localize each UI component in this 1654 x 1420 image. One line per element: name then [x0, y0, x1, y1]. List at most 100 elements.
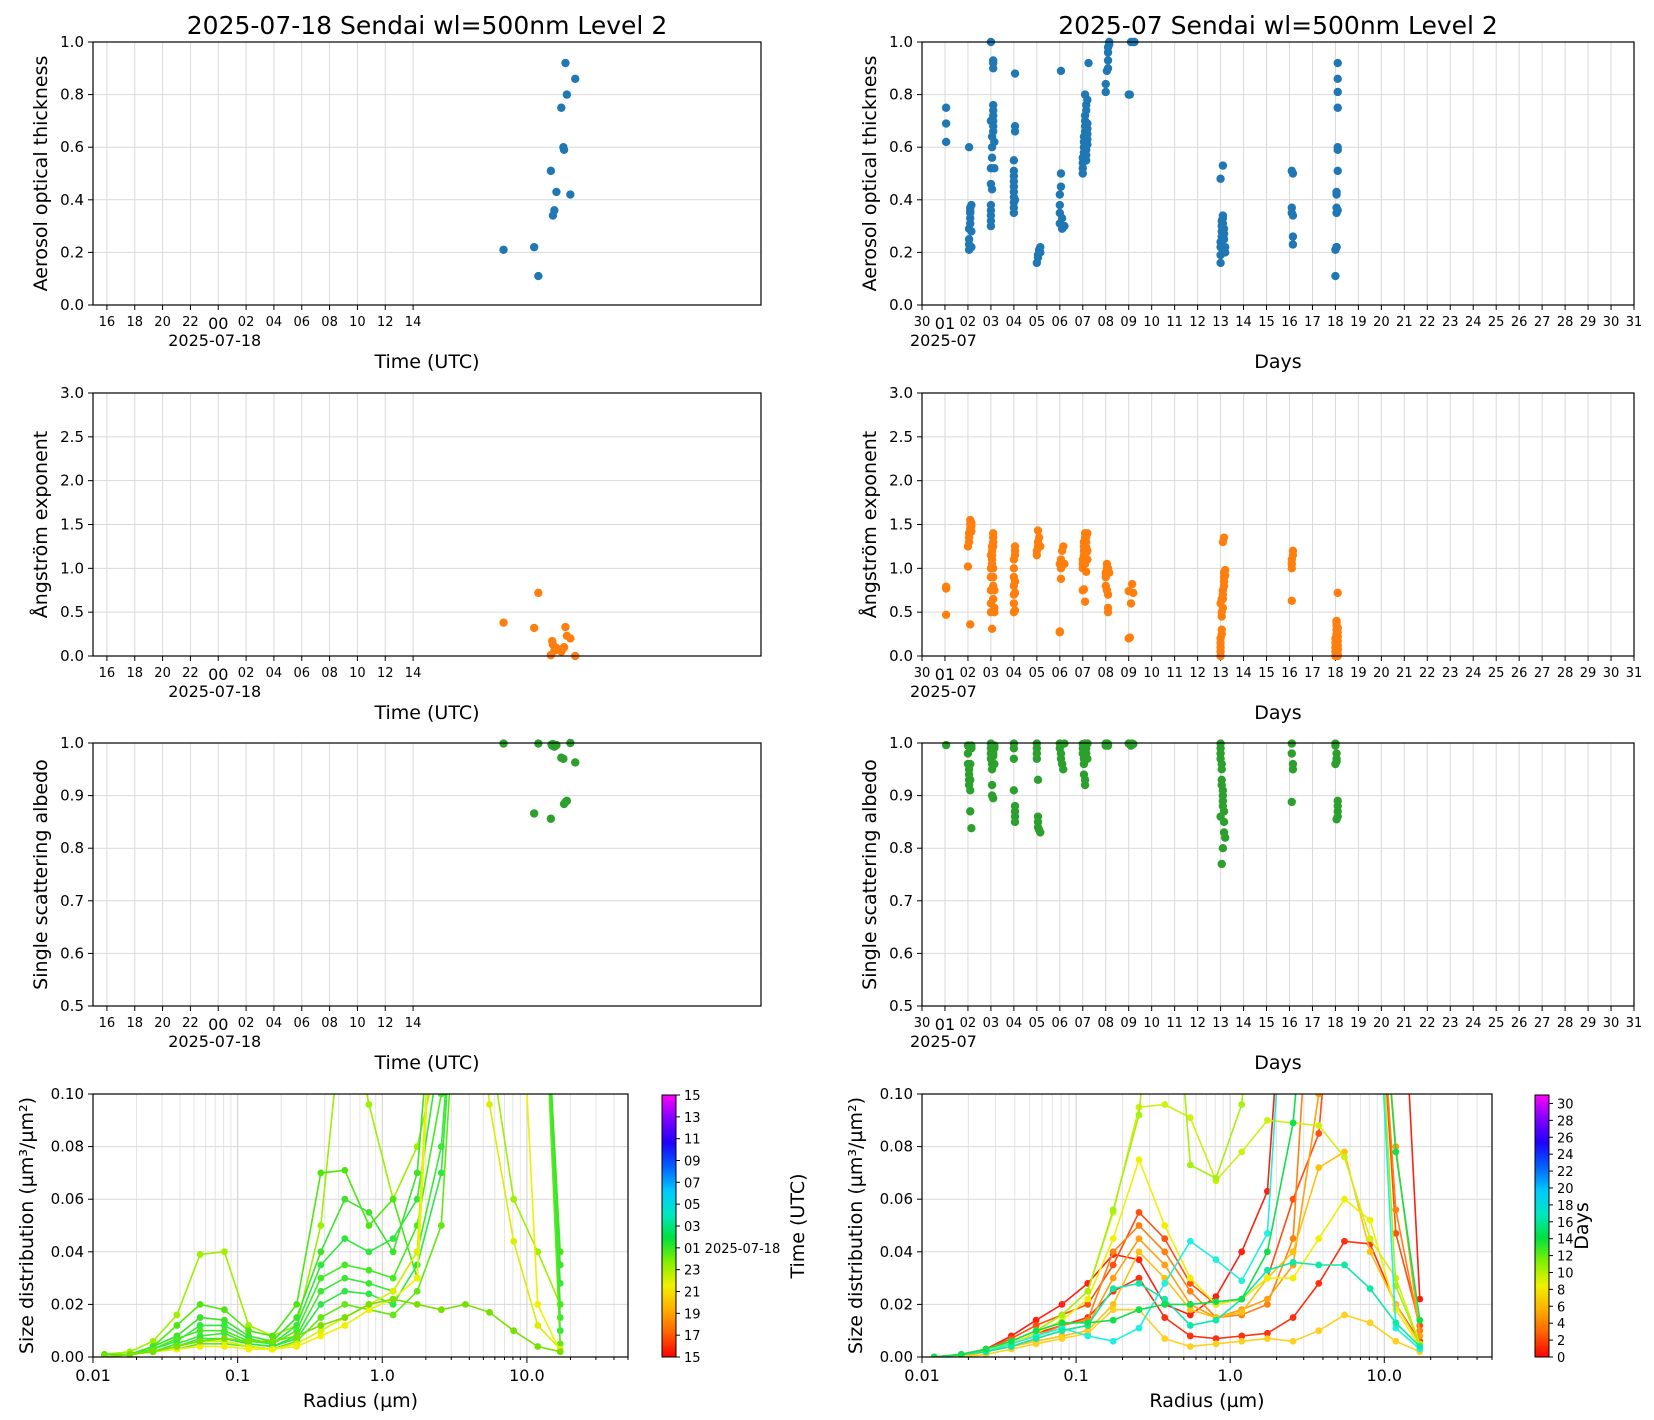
- data-point: [1103, 590, 1113, 599]
- x-tick-label: 28: [1557, 666, 1574, 681]
- y-tick-label: 0.00: [880, 1348, 913, 1366]
- series-point: [413, 1248, 421, 1256]
- colorbar-tick-label: 18: [1557, 1199, 1574, 1214]
- series-point: [317, 1314, 325, 1321]
- series-point: [1135, 1324, 1143, 1332]
- series-point: [1238, 1308, 1246, 1316]
- x-tick-label: 01: [935, 665, 955, 684]
- data-point: [561, 622, 570, 632]
- series-line: [104, 1094, 561, 1357]
- data-point: [989, 542, 998, 551]
- data-point: [1220, 571, 1230, 580]
- size-series: [101, 1094, 564, 1357]
- series-point: [437, 1306, 445, 1314]
- data-point: [989, 572, 998, 582]
- y-tick-label: 0.4: [60, 191, 84, 209]
- y-axis-label: Ångström exponent: [858, 431, 881, 619]
- x-tick-label: 04: [266, 666, 283, 681]
- data-point: [1287, 749, 1296, 758]
- series-point: [556, 1348, 564, 1356]
- data-point: [1101, 87, 1110, 97]
- data-points: [499, 738, 580, 823]
- data-point: [1218, 161, 1228, 170]
- series-point: [389, 1195, 397, 1203]
- data-point: [967, 518, 976, 527]
- x-tick-label: 06: [1052, 1016, 1069, 1031]
- x-tick-label: 07: [1075, 315, 1092, 330]
- data-point: [546, 166, 556, 176]
- series-point: [1341, 1148, 1348, 1156]
- colorbar-tick-label: 21: [684, 1286, 701, 1301]
- data-point: [989, 100, 998, 110]
- colorbar-tick-label: 14: [1557, 1233, 1574, 1248]
- x-tick-label: 31: [1626, 666, 1643, 681]
- series-point: [437, 1094, 445, 1098]
- x-tick-label: 08: [321, 666, 338, 681]
- y-tick-label: 1.5: [60, 516, 84, 534]
- data-point: [529, 809, 539, 818]
- series-point: [1032, 1316, 1040, 1324]
- date-label: 2025-07: [910, 331, 977, 350]
- data-point: [1103, 56, 1113, 65]
- x-tick-label: 02: [960, 666, 977, 681]
- y-tick-label: 0.5: [889, 997, 913, 1015]
- series-point: [1416, 1343, 1424, 1350]
- series-point: [1212, 1256, 1220, 1264]
- size-series: [930, 1094, 1424, 1357]
- y-axis-label: Aerosol optical thickness: [859, 56, 881, 292]
- series-point: [1186, 1332, 1194, 1340]
- series-point: [173, 1322, 181, 1329]
- series-point: [341, 1301, 349, 1308]
- series-point: [1238, 1337, 1246, 1345]
- series-point: [220, 1329, 228, 1337]
- y-axis-label: Ångström exponent: [29, 431, 52, 619]
- x-tick-label: 16: [99, 1016, 116, 1031]
- series-point: [1289, 1235, 1297, 1243]
- x-tick-label: 22: [1419, 666, 1436, 681]
- x-tick-label: 18: [1327, 315, 1344, 330]
- x-tick-label: 14: [1235, 315, 1252, 330]
- data-point: [1333, 166, 1342, 176]
- x-tick-label: 22: [1419, 315, 1436, 330]
- data-point: [1287, 596, 1296, 605]
- data-point: [557, 103, 566, 112]
- series-point: [1186, 1274, 1194, 1282]
- colorbar-tick-label: 05: [684, 1198, 701, 1213]
- series-point: [1109, 1301, 1117, 1308]
- data-point: [1032, 754, 1042, 763]
- chart-ssa-month: 0.5 0.6 0.7 0.8 0.9 1.0 30 01 02 03 04 05 06 07 08 09 10…: [859, 734, 1642, 1074]
- data-point: [1010, 577, 1020, 586]
- series-point: [1341, 1153, 1348, 1161]
- colorbar-gradient: [661, 1094, 677, 1358]
- size-series: [101, 1094, 564, 1357]
- x-tick-label: 31: [1626, 1016, 1643, 1031]
- y-tick-label: 0.6: [889, 138, 913, 156]
- x-tick-label: 26: [1511, 1016, 1528, 1031]
- x-tick-label: 00: [208, 1015, 228, 1034]
- series-point: [1109, 1235, 1117, 1243]
- x-tick-label: 10: [1143, 315, 1160, 330]
- y-tick-label: 0.02: [880, 1295, 913, 1313]
- y-tick-label: 0.7: [889, 892, 913, 910]
- series-point: [556, 1340, 564, 1348]
- x-tick-label: 01: [935, 1015, 955, 1034]
- size-series: [930, 1094, 1424, 1357]
- series-point: [1392, 1319, 1400, 1327]
- series-point: [1084, 1319, 1092, 1327]
- series-point: [1366, 1285, 1374, 1293]
- x-tick-label: 25: [1488, 1016, 1505, 1031]
- series-point: [1161, 1222, 1169, 1229]
- x-tick-label: 20: [154, 1016, 171, 1031]
- data-point: [1216, 174, 1225, 183]
- colorbar-label: Days: [1571, 1202, 1593, 1249]
- colorbar-tick-label: 19: [684, 1307, 701, 1322]
- series-point: [317, 1222, 325, 1229]
- series-point: [1161, 1261, 1169, 1269]
- series-point: [1366, 1319, 1374, 1327]
- x-tick-label: 10: [349, 666, 366, 681]
- data-point: [941, 740, 951, 750]
- x-tick-label: 10: [1143, 1016, 1160, 1031]
- series-point: [245, 1322, 252, 1329]
- y-tick-label: 0.4: [889, 191, 913, 209]
